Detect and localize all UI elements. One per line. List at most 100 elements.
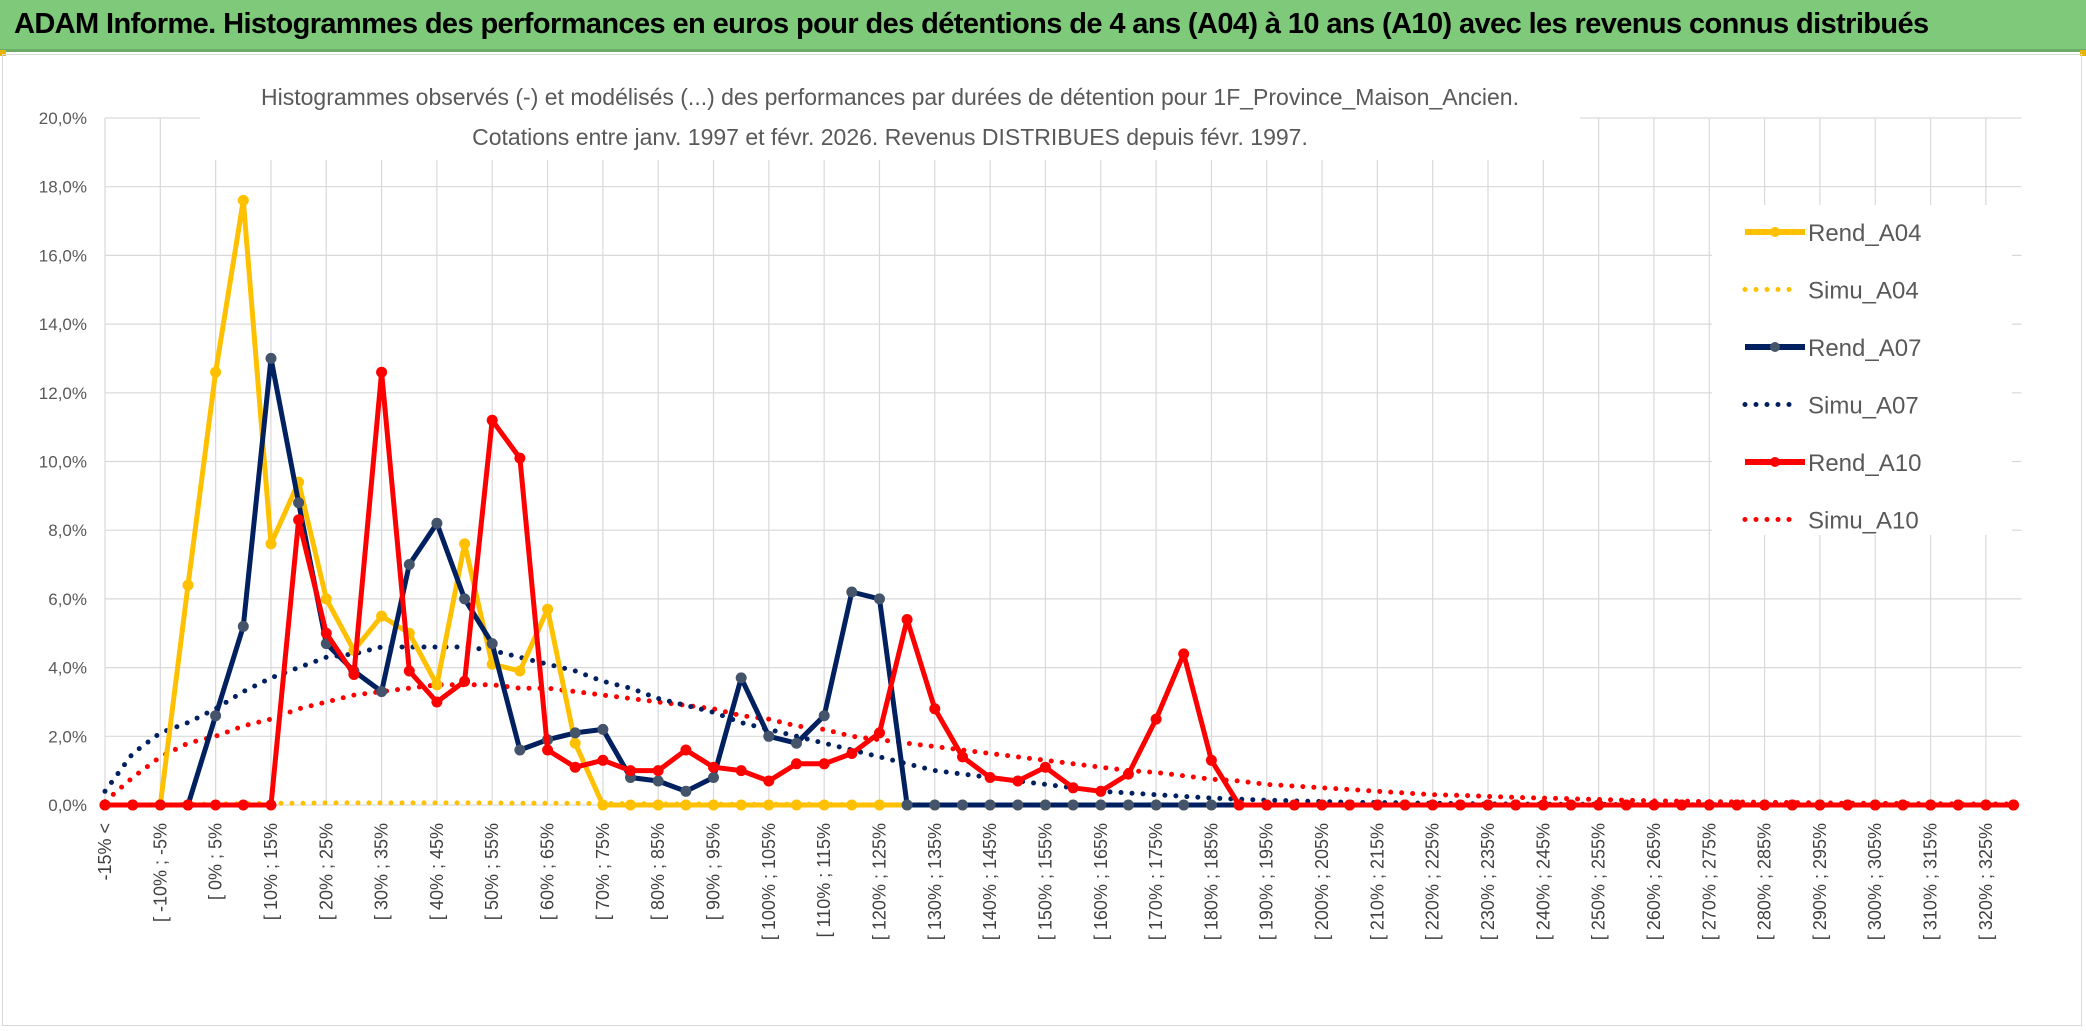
x-tick-label: [ 200% ; 205% (1312, 823, 1332, 940)
data-point (376, 686, 388, 698)
chart-title-line-2: Cotations entre janv. 1997 et févr. 2026… (472, 124, 1308, 150)
x-axis-ticks: -15% < [ -10% ; -5% [ 0% ; 5% [ 10% ; 15% [ … (95, 823, 1996, 940)
data-point (210, 799, 222, 811)
data-point (901, 799, 913, 811)
legend-marker (1770, 342, 1780, 352)
chart-title-background (200, 78, 1580, 160)
data-point (1925, 799, 1937, 811)
data-point (846, 748, 858, 759)
legend-label: Simu_A04 (1808, 278, 1919, 305)
data-point (1510, 799, 1522, 811)
data-point (431, 517, 443, 529)
y-tick-label: 16,0% (39, 246, 87, 265)
data-point (1122, 799, 1134, 811)
legend-item-simu_a04: Simu_A04 (1742, 278, 1919, 305)
x-tick-label: [ 300% ; 305% (1865, 823, 1885, 940)
data-point (486, 414, 498, 426)
data-point (680, 799, 692, 811)
data-point (597, 799, 609, 811)
page-title: ADAM Informe. Histogrammes des performan… (14, 8, 1929, 40)
x-tick-label: [ -10% ; -5% (150, 823, 170, 922)
data-point (182, 579, 194, 591)
data-point (735, 765, 747, 777)
data-point (486, 638, 498, 650)
series-rend_a10 (99, 366, 2019, 811)
data-point (1454, 799, 1466, 811)
data-point (1233, 799, 1245, 811)
x-tick-label: [ 210% ; 215% (1367, 823, 1387, 940)
data-point (818, 758, 830, 770)
data-point (1648, 799, 1660, 811)
data-point (1399, 799, 1411, 811)
x-tick-label: [ 10% ; 15% (261, 823, 281, 920)
data-point (569, 727, 581, 739)
legend-label: Rend_A10 (1808, 450, 1921, 477)
legend-marker (1770, 227, 1780, 237)
data-point (1205, 754, 1217, 766)
data-point (210, 366, 222, 378)
gridlines (104, 117, 2022, 806)
data-point (1178, 648, 1190, 660)
data-point (542, 603, 554, 615)
x-tick-label: [ 20% ; 25% (316, 823, 336, 920)
data-point (1150, 713, 1162, 725)
x-tick-label: [ 50% ; 55% (482, 823, 502, 920)
data-point (459, 538, 471, 550)
series-simu_a10 (102, 682, 2016, 807)
data-point (1565, 799, 1577, 811)
data-point (1205, 799, 1217, 811)
data-point (763, 775, 775, 787)
x-tick-label: [ 60% ; 65% (538, 823, 558, 920)
series-line (105, 369, 2014, 808)
data-point (1261, 799, 1273, 811)
x-tick-label: [ 180% ; 185% (1201, 823, 1221, 940)
x-tick-label: [ 260% ; 265% (1644, 823, 1664, 940)
x-tick-label: -15% < (95, 823, 115, 881)
data-point (791, 737, 802, 749)
data-point (1012, 799, 1024, 811)
data-point (680, 785, 692, 797)
legend-item-rend_a04: Rend_A04 (1745, 220, 1921, 247)
data-point (237, 799, 249, 811)
data-point (1178, 799, 1190, 811)
y-tick-label: 18,0% (39, 178, 87, 197)
data-point (929, 799, 941, 811)
data-point (376, 366, 388, 378)
data-point (818, 710, 830, 722)
data-point (1897, 799, 1909, 811)
data-point (293, 514, 305, 526)
data-point (652, 765, 664, 777)
data-point (459, 675, 471, 687)
legend-label: Simu_A10 (1808, 508, 1919, 535)
data-point (708, 772, 719, 783)
series-simu_a07 (102, 644, 2016, 808)
legend-item-simu_a10: Simu_A10 (1742, 508, 1919, 535)
data-point (984, 799, 996, 811)
x-tick-label: [ 310% ; 315% (1921, 823, 1941, 940)
data-point (1537, 799, 1549, 811)
x-tick-label: [ 110% ; 115% (814, 823, 834, 937)
data-point (1482, 799, 1494, 811)
data-point (1316, 799, 1328, 811)
data-point (846, 799, 858, 811)
data-point (1980, 799, 1992, 811)
x-tick-label: [ 280% ; 285% (1755, 823, 1775, 940)
data-point (1593, 799, 1605, 811)
x-tick-label: [ 30% ; 35% (372, 823, 392, 920)
legend: Rend_A04 Simu_A04 Rend_A07 Simu_A07 Rend_A10… (1712, 205, 2012, 535)
x-tick-label: [ 160% ; 165% (1091, 823, 1111, 940)
data-point (901, 614, 913, 625)
data-point (1344, 799, 1356, 811)
data-point (984, 772, 996, 783)
data-point (1814, 799, 1826, 811)
x-tick-label: [ 230% ; 235% (1478, 823, 1498, 940)
data-point (597, 723, 609, 735)
series-line (102, 800, 2016, 808)
x-tick-label: [ 40% ; 45% (427, 823, 447, 920)
legend-label: Simu_A07 (1808, 393, 1919, 420)
data-point (625, 799, 636, 811)
data-point (735, 672, 747, 684)
data-point (652, 799, 664, 811)
x-tick-label: [ 190% ; 195% (1257, 823, 1277, 940)
y-tick-label: 14,0% (39, 315, 87, 334)
